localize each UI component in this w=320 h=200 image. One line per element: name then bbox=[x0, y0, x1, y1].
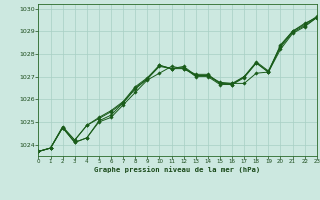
X-axis label: Graphe pression niveau de la mer (hPa): Graphe pression niveau de la mer (hPa) bbox=[94, 167, 261, 173]
